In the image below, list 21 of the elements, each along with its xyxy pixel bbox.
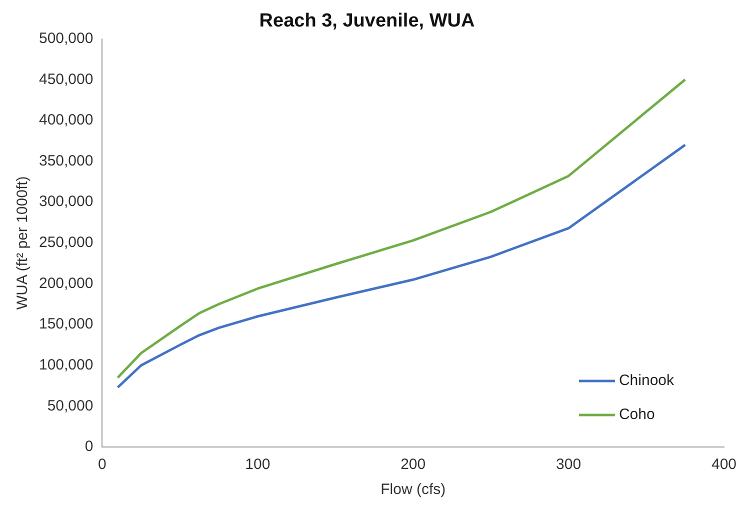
y-tick-label: 250,000 — [38, 234, 94, 252]
y-tick-label: 400,000 — [38, 112, 94, 129]
legend-label: Chinook — [618, 372, 674, 390]
x-tick-label: 0 — [98, 456, 106, 474]
y-tick-label: 50,000 — [47, 397, 94, 414]
x-tick-label: 400 — [711, 456, 737, 474]
y-tick-label: 300,000 — [38, 193, 94, 210]
y-tick-label: 100,000 — [38, 356, 94, 374]
y-tick-label: 500,000 — [38, 30, 94, 47]
y-tick-label: 450,000 — [38, 70, 94, 88]
legend-label: Coho — [618, 406, 655, 424]
y-tick-label: 0 — [84, 438, 94, 456]
y-tick-label: 350,000 — [38, 152, 94, 170]
x-tick-label: 300 — [556, 456, 582, 474]
y-axis-title: WUA (ft² per 1000ft) — [14, 176, 32, 310]
y-tick-label: 150,000 — [38, 316, 94, 333]
x-tick-label: 200 — [400, 456, 426, 474]
chart-title: Reach 3, Juvenile, WUA — [259, 10, 475, 32]
x-tick-label: 100 — [245, 456, 270, 474]
y-tick-label: 200,000 — [38, 274, 94, 292]
x-axis-title: Flow (cfs) — [380, 481, 446, 498]
